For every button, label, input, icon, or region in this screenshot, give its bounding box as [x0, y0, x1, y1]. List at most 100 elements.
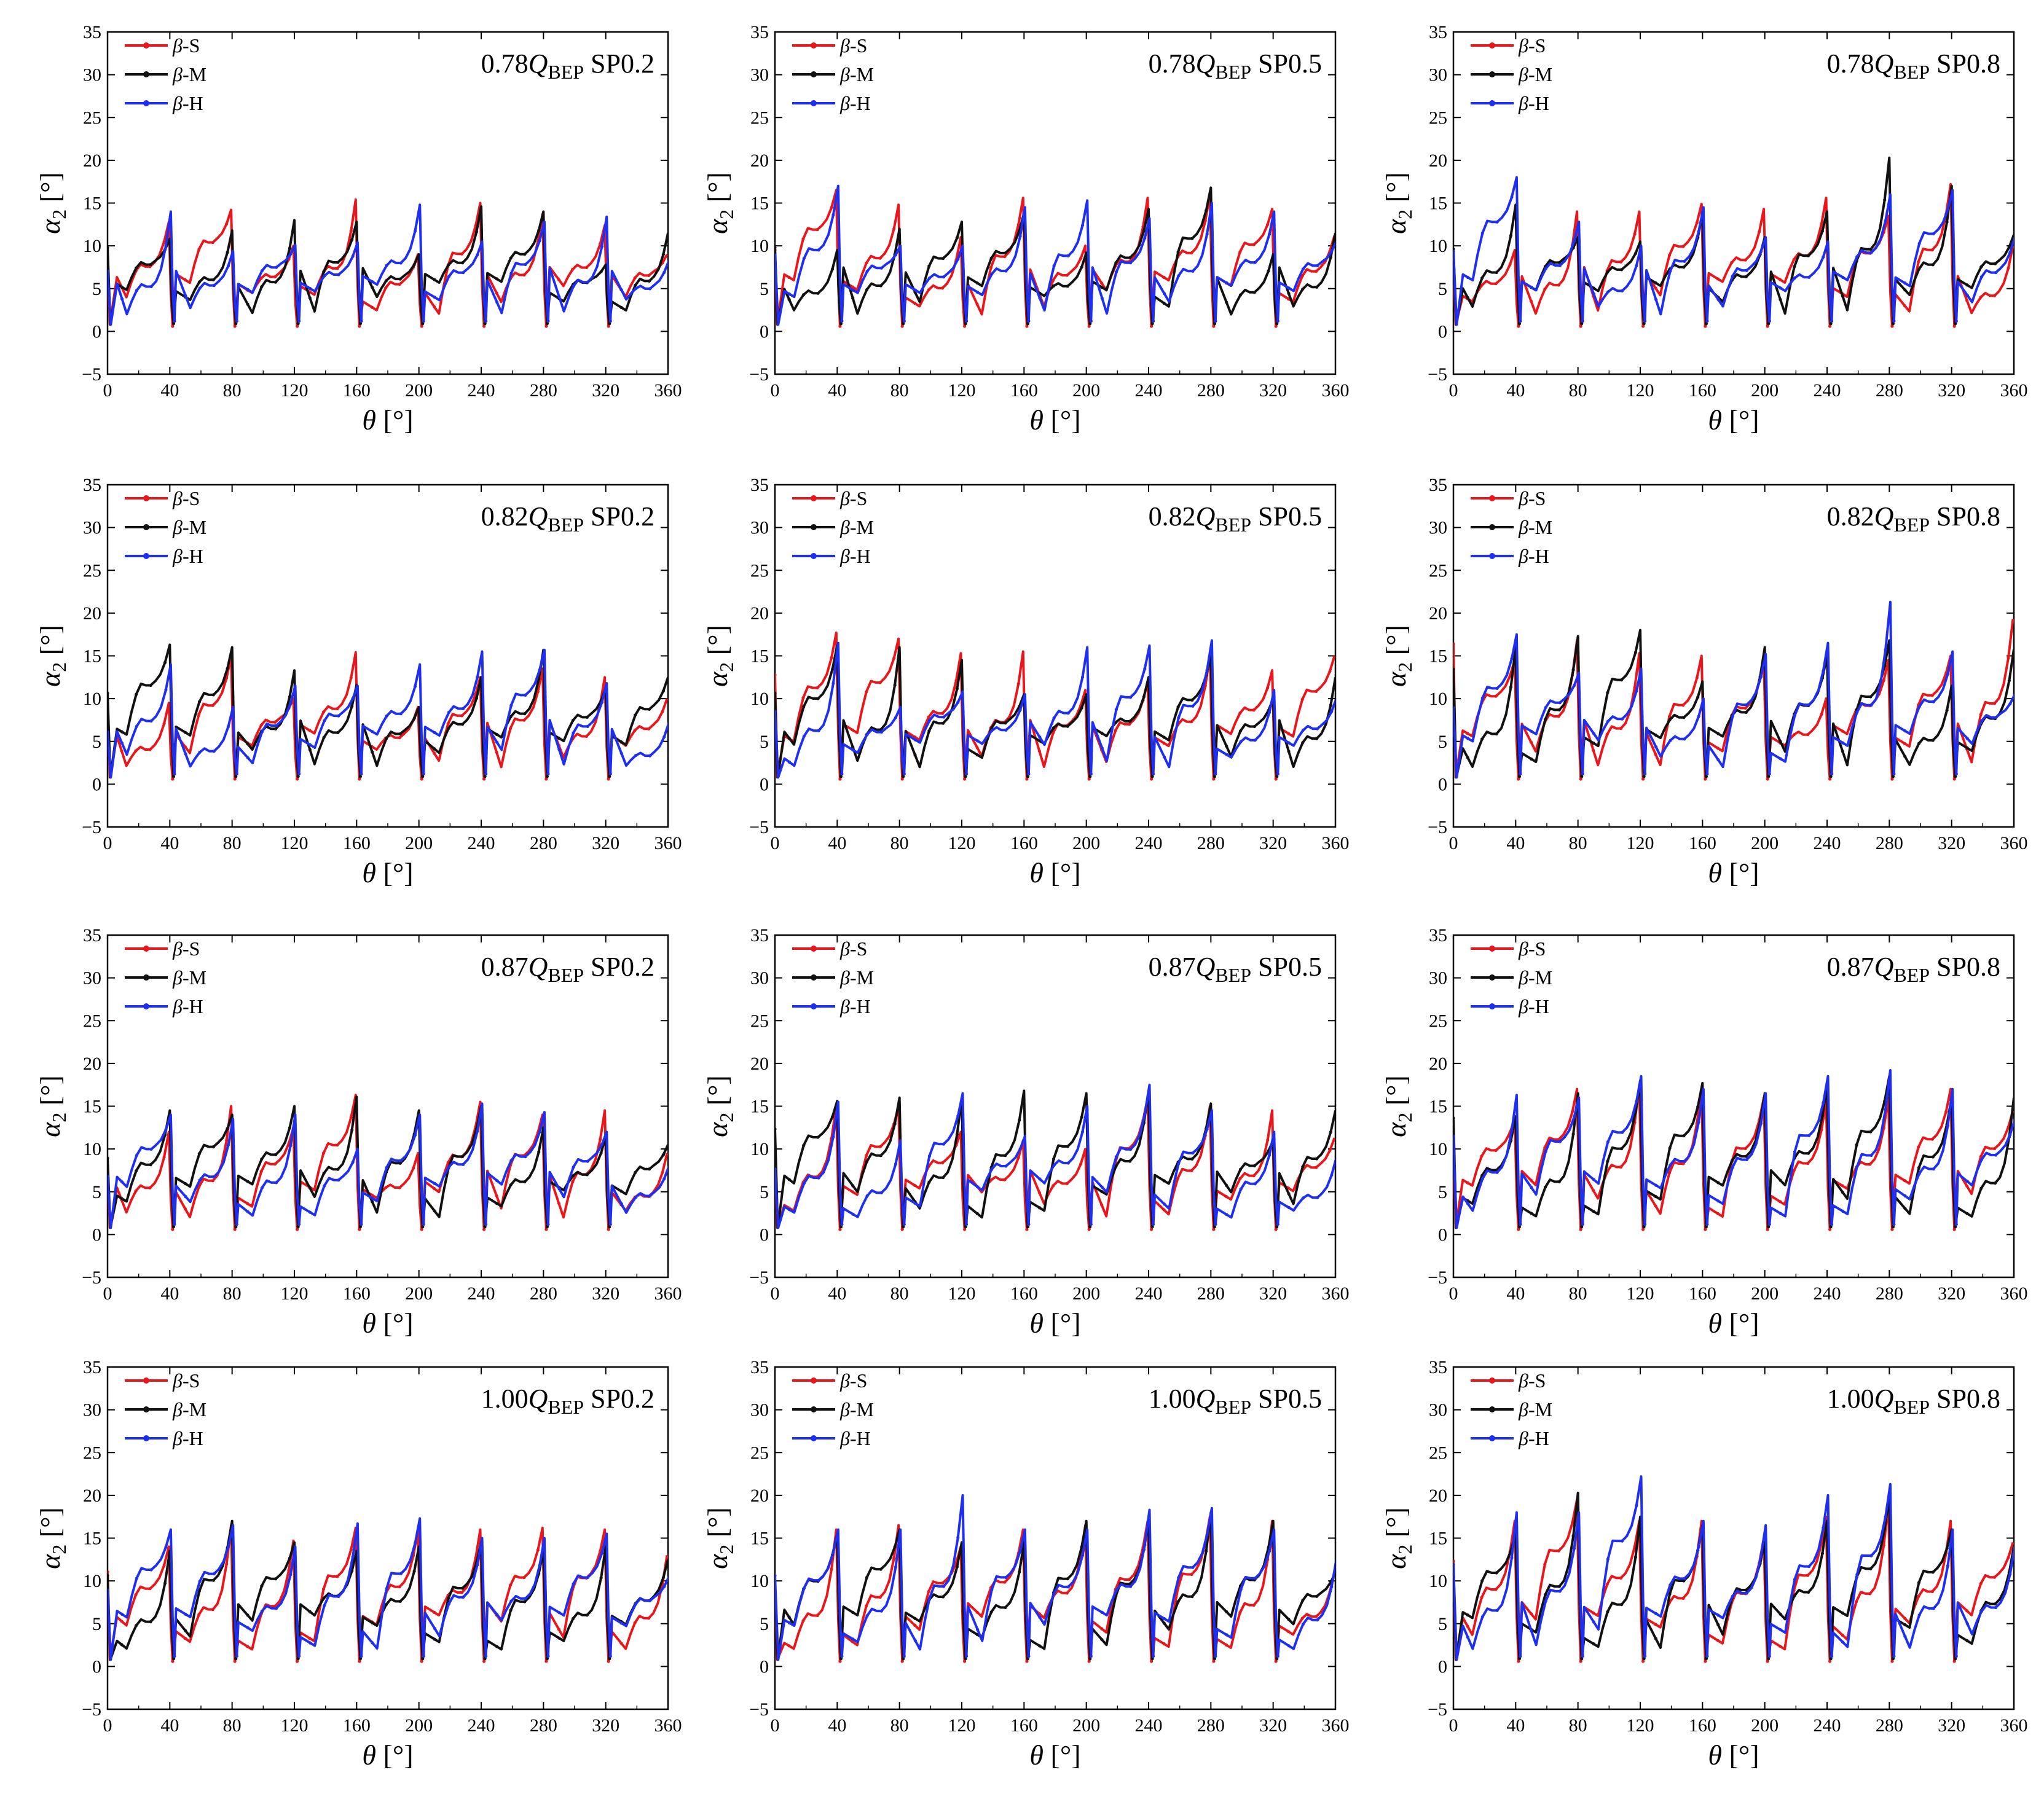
series-m-marker [197, 280, 202, 284]
series-h-marker [309, 1210, 312, 1214]
series-h-marker [1052, 1164, 1056, 1167]
series-h-marker [246, 1626, 250, 1630]
y-tick-label: 20 [1429, 1054, 1447, 1074]
series-h-marker [462, 1596, 465, 1599]
series-s-marker [148, 1186, 152, 1189]
series-h-marker [1253, 738, 1257, 742]
series-s-marker [1979, 713, 1983, 716]
series-s-marker [162, 240, 166, 243]
series-m-marker [149, 263, 152, 267]
series-h-marker [1038, 1615, 1042, 1620]
series-h-marker [433, 296, 436, 299]
series-m-marker [1453, 1116, 1455, 1120]
legend-label: β-S [839, 487, 867, 509]
series-m-marker [1225, 1610, 1228, 1613]
series-h-marker [1152, 319, 1155, 323]
series-m-marker [234, 1657, 238, 1661]
series-h-marker [422, 1223, 425, 1226]
series-s-marker [1190, 720, 1193, 724]
series-h-marker [851, 1637, 855, 1641]
series-h-marker [309, 287, 312, 291]
series-m-marker [989, 1610, 993, 1614]
series-m-marker [1767, 322, 1771, 326]
series-h-marker [1495, 220, 1499, 224]
series-s-line [1453, 1498, 2014, 1663]
x-tick-label: 240 [1814, 1715, 1841, 1736]
title-flow: 1.00 [1149, 1384, 1196, 1414]
series-h-marker [879, 731, 883, 734]
series-m-marker [358, 775, 363, 778]
series-m-marker [599, 1576, 603, 1580]
series-m-marker [830, 267, 835, 271]
x-tick-label: 360 [654, 1283, 682, 1304]
series-s-marker [1641, 324, 1645, 328]
title-subscript: BEP [1215, 514, 1251, 536]
title-subscript: BEP [548, 964, 584, 986]
series-h-marker [495, 1613, 499, 1616]
series-s-marker [1557, 715, 1560, 718]
series-m-marker [1128, 256, 1132, 260]
series-m-marker [384, 1603, 388, 1607]
series-h-marker [120, 1180, 124, 1184]
legend-suffix: -M [183, 1398, 206, 1420]
series-h-marker [476, 675, 479, 679]
series-s-marker [1480, 1596, 1484, 1599]
series-h-marker [1731, 1594, 1734, 1598]
series-m-marker [308, 296, 312, 300]
series-s-marker [1993, 294, 1997, 297]
series-s-marker [1025, 324, 1029, 328]
series-s-line [775, 1096, 1335, 1231]
y-tick-label: 25 [1429, 108, 1447, 128]
series-m-marker [523, 253, 527, 256]
legend-label: β-H [172, 1427, 203, 1449]
series-s-marker [1903, 1179, 1906, 1183]
series-h-marker [1225, 281, 1228, 284]
series-m-line [775, 1089, 1335, 1229]
series-s-marker [482, 1228, 486, 1231]
series-h-marker [1807, 275, 1811, 279]
series-s-marker [1681, 703, 1685, 707]
series-h-marker [1301, 1623, 1305, 1626]
series-m-marker [879, 284, 882, 288]
series-h-marker [913, 1639, 917, 1642]
series-m-marker [288, 1126, 291, 1130]
series-h-marker [509, 1599, 513, 1603]
series-h-marker [184, 294, 187, 297]
series-m-marker [226, 1127, 229, 1130]
series-s-marker [134, 749, 138, 753]
series-h-marker [1558, 1589, 1562, 1593]
series-m-marker [1580, 322, 1584, 326]
title-flow: 1.00 [481, 1384, 529, 1414]
series-h-marker [275, 265, 278, 269]
series-h-marker [1793, 1578, 1796, 1581]
x-tick-label: 360 [1322, 833, 1350, 853]
series-h-marker [1152, 772, 1155, 776]
panel-title: 1.00QBEP SP0.8 [1827, 1384, 2000, 1418]
series-h-marker [275, 1607, 278, 1610]
series-h-marker [1903, 1634, 1907, 1639]
series-h-marker [1214, 319, 1217, 323]
series-s-marker [1480, 1154, 1484, 1158]
series-h-marker [1066, 711, 1070, 715]
series-h-marker [787, 292, 792, 296]
x-tick-label: 120 [948, 1715, 976, 1736]
series-m-marker [350, 704, 354, 708]
series-m-marker [398, 277, 402, 281]
x-axis-symbol: θ [362, 404, 376, 436]
legend-marker [811, 524, 817, 530]
series-m-marker [661, 689, 665, 693]
series-m-marker [599, 270, 603, 273]
series-s-marker [1224, 729, 1228, 733]
series-h-marker [1855, 1165, 1859, 1169]
legend-marker [1489, 1406, 1495, 1412]
y-tick-label: 0 [760, 321, 769, 342]
series-h-marker [1592, 1178, 1595, 1181]
y-tick-label: 5 [92, 1182, 101, 1202]
y-tick-label: 5 [1438, 732, 1447, 752]
series-m-marker [1668, 718, 1672, 722]
series-h-marker [2008, 1133, 2012, 1137]
series-h-marker [1276, 319, 1279, 323]
series-m-marker [1696, 695, 1700, 699]
series-s-marker [1224, 1643, 1228, 1647]
legend-symbol: β [839, 92, 850, 114]
